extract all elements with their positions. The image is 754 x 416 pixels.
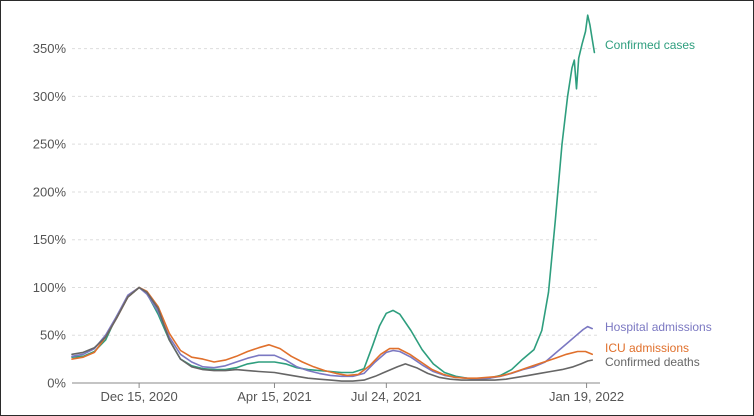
series-label-confirmed-deaths: Confirmed deaths <box>605 355 700 369</box>
x-tick-label-2: Jul 24, 2021 <box>351 389 422 404</box>
y-tick-label-6: 300% <box>33 89 67 104</box>
y-tick-label-1: 50% <box>40 328 66 343</box>
series-label-icu-admissions: ICU admissions <box>605 341 689 355</box>
series-label-hospital-admissions: Hospital admissions <box>605 320 712 334</box>
series-label-confirmed-cases: Confirmed cases <box>605 38 695 52</box>
y-tick-label-7: 350% <box>33 41 67 56</box>
grid-layer <box>72 48 600 336</box>
series-line-confirmed-cases <box>71 14 596 380</box>
series-line-icu-admissions <box>71 286 593 379</box>
series-layer <box>71 14 596 382</box>
x-tick-label-1: Apr 15, 2021 <box>237 389 311 404</box>
series-line-hospital-admissions <box>71 286 593 380</box>
y-tick-label-2: 100% <box>33 280 67 295</box>
x-tick-label-0: Dec 15, 2020 <box>100 389 177 404</box>
axis-layer <box>72 382 600 388</box>
series-line-confirmed-deaths <box>71 286 593 382</box>
y-tick-label-3: 150% <box>33 232 67 247</box>
y-tick-label-5: 250% <box>33 137 67 152</box>
y-tick-label-4: 200% <box>33 184 67 199</box>
y-tick-label-0: 0% <box>47 376 66 391</box>
label-layer: 0% 50% 100% 150% 200% 250% 300% 350% Dec 15, 202… <box>33 38 712 404</box>
x-tick-label-3: Jan 19, 2022 <box>549 389 624 404</box>
